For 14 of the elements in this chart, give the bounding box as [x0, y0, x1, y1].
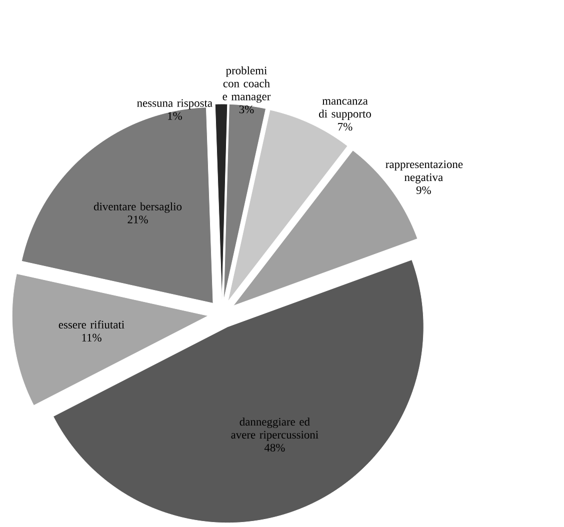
data-label: 21% [128, 216, 148, 224]
data-label: 11% [82, 334, 102, 342]
data-label: 3% [239, 106, 254, 114]
slice-label: diventare bersaglio [94, 202, 182, 213]
slice-label: danneggiare ed avere ripercussioni [231, 418, 318, 441]
slice-label: rappresentazione negativa [386, 160, 463, 184]
data-label: 1% [168, 112, 182, 120]
data-label: 7% [338, 122, 352, 131]
slice-label: mancanza di supporto [318, 99, 371, 120]
slice-label: essere rifiutati [58, 320, 124, 329]
slice-label: problemi con coach e manager [222, 66, 271, 103]
slice-label: nessuna risposta [137, 99, 212, 110]
data-label: 9% [416, 186, 431, 194]
data-label: 48% [264, 444, 285, 452]
